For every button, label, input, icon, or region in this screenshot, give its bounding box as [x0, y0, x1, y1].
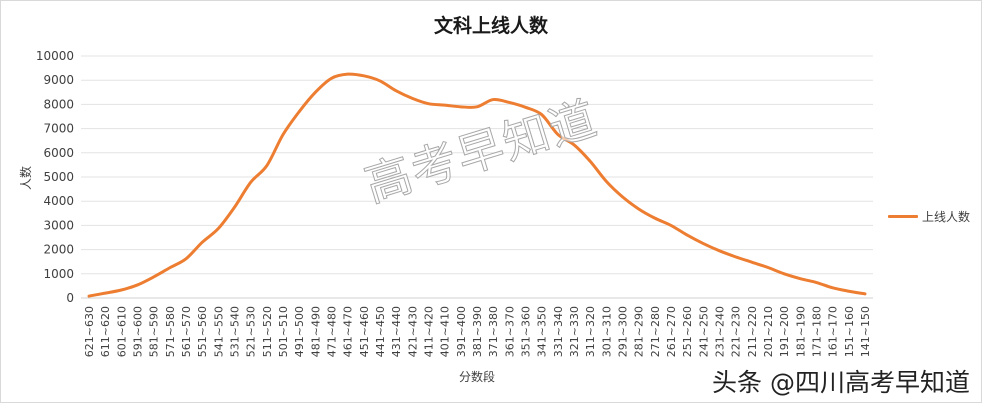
x-tick-label: 391~400 [455, 306, 468, 357]
x-tick-label: 481~490 [309, 306, 322, 357]
x-tick-label: 451~460 [358, 306, 371, 357]
x-tick-label: 601~610 [115, 306, 128, 357]
x-tick-label: 591~600 [132, 306, 145, 357]
x-tick-label: 331~340 [552, 306, 565, 357]
x-tick-label: 141~150 [859, 306, 872, 357]
y-tick-label: 9000 [43, 73, 74, 87]
series-line [87, 72, 867, 298]
y-tick-label: 7000 [43, 122, 74, 136]
chart-title: 文科上线人数 [433, 15, 548, 37]
x-tick-label: 621~630 [83, 306, 96, 357]
y-tick-label: 0 [66, 291, 74, 305]
x-tick-label: 231~240 [714, 306, 727, 357]
x-tick-label: 541~550 [212, 306, 225, 357]
x-tick-label: 311~320 [584, 306, 597, 357]
x-tick-label: 531~540 [229, 306, 242, 357]
legend: 上线人数 [888, 208, 970, 225]
y-tick-label: 10000 [36, 49, 74, 63]
x-tick-label: 221~230 [730, 306, 743, 357]
x-tick-label: 281~290 [633, 306, 646, 357]
x-tick-label: 501~510 [277, 306, 290, 357]
x-tick-label: 441~450 [374, 306, 387, 357]
x-tick-label: 581~590 [148, 306, 161, 357]
x-tick-label: 291~300 [617, 306, 630, 357]
y-tick-label: 3000 [43, 218, 74, 232]
x-tick-label: 321~330 [568, 306, 581, 357]
x-tick-label: 381~390 [471, 306, 484, 357]
legend-line-swatch [888, 215, 918, 218]
x-tick-label: 561~570 [180, 306, 193, 357]
x-tick-label: 241~250 [697, 306, 710, 357]
y-axis-title: 人数 [18, 166, 33, 190]
y-tick-label: 4000 [43, 194, 74, 208]
x-tick-label: 351~360 [520, 306, 533, 357]
x-tick-label: 421~430 [406, 306, 419, 357]
x-tick-label: 491~500 [293, 306, 306, 357]
x-tick-label: 301~310 [600, 306, 613, 357]
x-tick-label: 511~520 [261, 306, 274, 357]
y-tick-label: 1000 [43, 267, 74, 281]
x-axis-title: 分数段 [459, 369, 495, 384]
y-tick-label: 5000 [43, 170, 74, 184]
x-tick-label: 341~350 [536, 306, 549, 357]
x-tick-label: 211~220 [746, 306, 759, 357]
y-tick-label: 2000 [43, 243, 74, 257]
x-tick-label: 191~200 [778, 306, 791, 357]
x-tick-label: 271~280 [649, 306, 662, 357]
x-tick-label: 251~260 [681, 306, 694, 357]
x-tick-label: 471~480 [326, 306, 339, 357]
x-tick-label: 151~160 [843, 306, 856, 357]
x-tick-label: 171~180 [811, 306, 824, 357]
credit-text: 头条 @四川高考早知道 [712, 368, 970, 397]
x-tick-label: 201~210 [762, 306, 775, 357]
x-tick-label: 571~580 [164, 306, 177, 357]
x-tick-label: 361~370 [503, 306, 516, 357]
legend-label: 上线人数 [922, 210, 971, 224]
x-tick-label: 521~530 [245, 306, 258, 357]
x-tick-label: 181~190 [794, 306, 807, 357]
y-tick-label: 8000 [43, 97, 74, 111]
y-tick-label: 6000 [43, 146, 74, 160]
x-tick-label: 401~410 [439, 306, 452, 357]
x-tick-label: 411~420 [423, 306, 436, 357]
x-tick-label: 551~560 [196, 306, 209, 357]
x-tick-label: 371~380 [487, 306, 500, 357]
x-tick-label: 261~270 [665, 306, 678, 357]
x-tick-label: 611~620 [99, 306, 112, 357]
x-tick-label: 161~170 [827, 306, 840, 357]
x-tick-label: 431~440 [390, 306, 403, 357]
x-tick-label: 461~470 [342, 306, 355, 357]
